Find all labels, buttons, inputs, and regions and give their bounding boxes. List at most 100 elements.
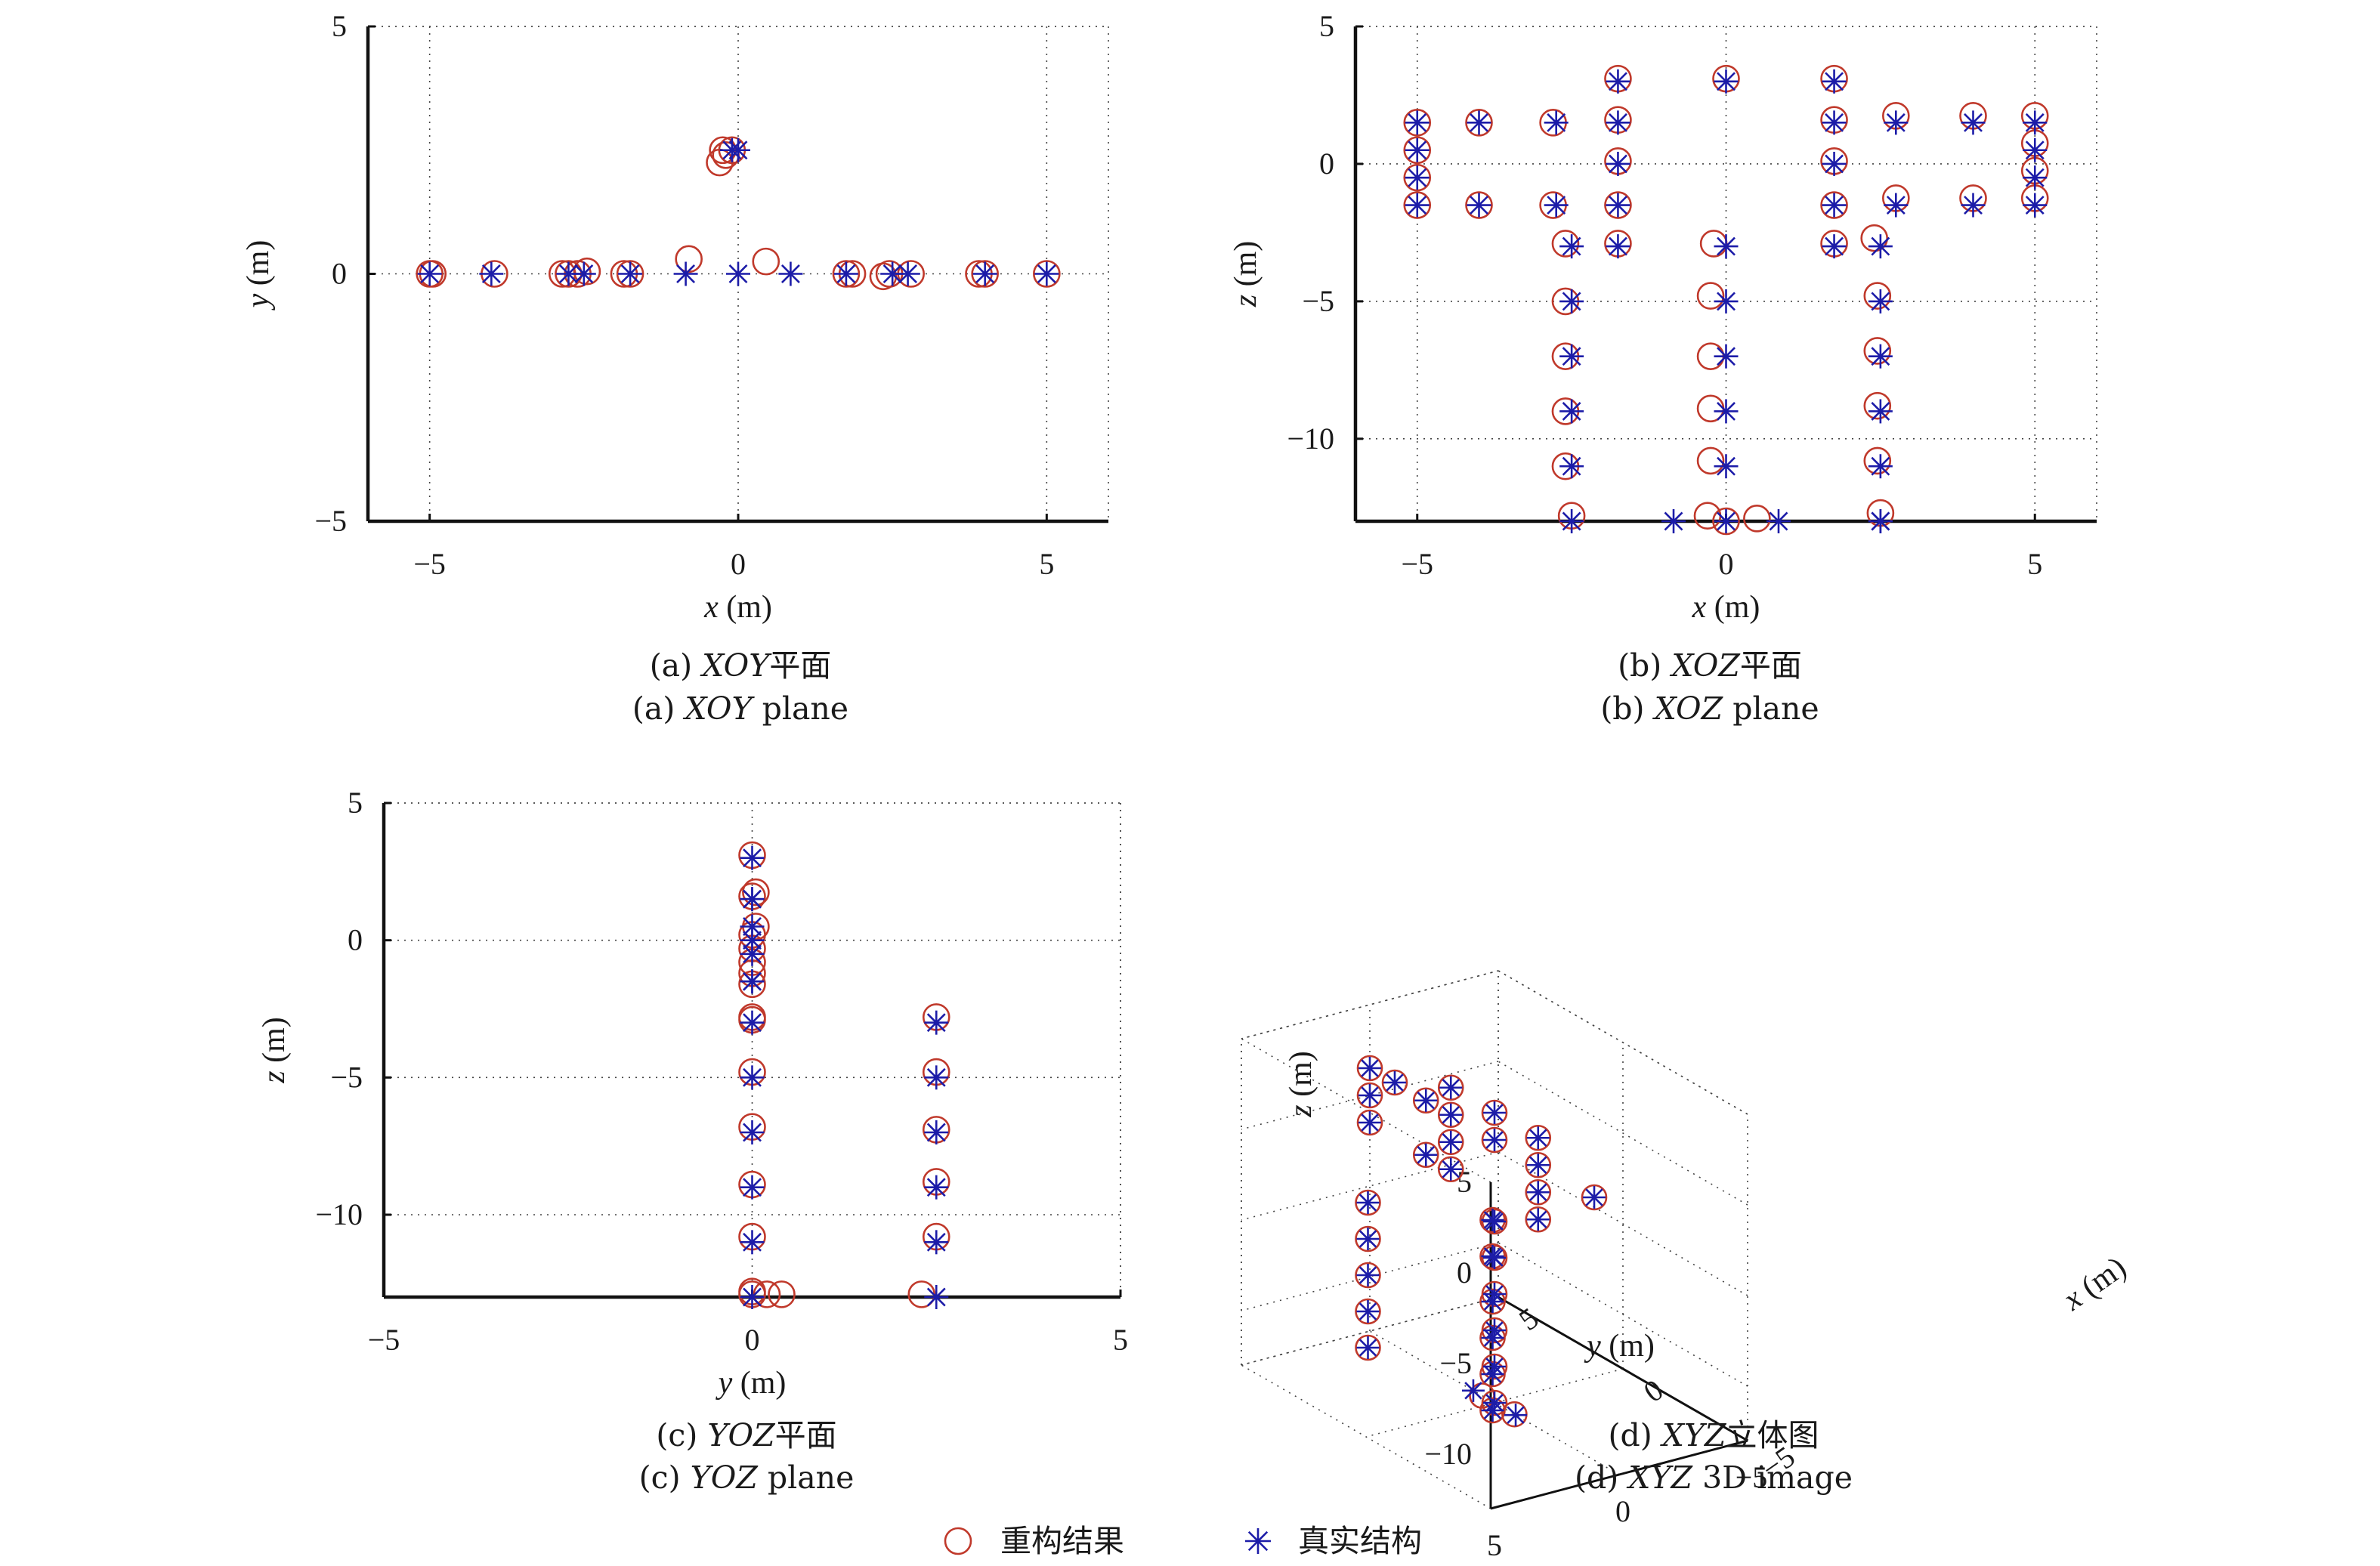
true-point (1822, 69, 1847, 94)
true-point (1483, 1210, 1506, 1233)
caption-b: (b) XOZ平面 (b) XOZ plane (1600, 647, 1819, 727)
true-point (1356, 1191, 1380, 1214)
reconstructed-point (1525, 1206, 1552, 1233)
x-tick-label: 5 (1039, 547, 1054, 581)
x-tick-label: 5 (1113, 1323, 1128, 1357)
true-point (571, 261, 596, 286)
true-point (895, 261, 920, 286)
reconstructed-point (1581, 1184, 1608, 1211)
true-point (1439, 1076, 1463, 1099)
legend-circle-marker (944, 1527, 972, 1555)
z-axis-label: z (m) (1284, 1051, 1318, 1118)
reconstructed-point (1693, 502, 1722, 530)
true-point (1559, 509, 1584, 533)
true-point (1822, 151, 1847, 176)
true-point (740, 1285, 765, 1309)
caption-d-en: (d) XYZ 3D image (1575, 1459, 1853, 1496)
true-point (1868, 399, 1893, 424)
true-point (1714, 289, 1739, 314)
true-point (1868, 289, 1893, 314)
caption-a-en: (a) XOY plane (632, 690, 848, 727)
true-point (1714, 454, 1739, 479)
true-point (740, 969, 765, 994)
true-point (1714, 344, 1739, 369)
reconstructed-point (1712, 507, 1740, 536)
box-edge (1498, 970, 1748, 1115)
true-point (1714, 399, 1739, 424)
y-tick-label: −5 (314, 504, 347, 538)
reconstructed-point (1481, 1099, 1508, 1126)
reconstructed-point (573, 257, 601, 286)
reconstructed-point (1481, 1353, 1508, 1380)
panel-a-xoy: −5 0 5 −5 0 5 x (m) y (m) (241, 9, 1109, 625)
reconstructed-point (1696, 282, 1725, 310)
reconstructed-point (1437, 1156, 1464, 1183)
reconstructed-point (1743, 505, 1771, 533)
true-point (1868, 344, 1893, 369)
y-tick-label: 0 (348, 923, 363, 957)
reconstructed-point (1481, 1208, 1508, 1235)
z-tick-label: −5 (1439, 1346, 1472, 1380)
reconstructed-point (1403, 191, 1432, 219)
y-axis (1490, 1439, 1748, 1510)
true-point (1526, 1181, 1550, 1204)
true-point (726, 261, 750, 286)
x-axis-label: x (m) (703, 590, 772, 625)
true-point (1483, 1319, 1506, 1342)
y-tick-label: 5 (348, 786, 363, 820)
z-tick-label: 0 (1457, 1256, 1472, 1290)
true-point (1606, 234, 1630, 259)
reconstructed-point (1412, 1141, 1439, 1169)
true-point (1526, 1208, 1550, 1231)
true-point (1822, 110, 1847, 135)
reconstructed-point (1481, 1317, 1508, 1344)
reconstructed-point (1356, 1055, 1383, 1082)
true-point (740, 1230, 765, 1255)
x-tick-label: 0 (1719, 547, 1734, 581)
true-point (1559, 399, 1584, 424)
caption-a-cn: (a) XOY平面 (650, 647, 832, 684)
true-point (1414, 1143, 1438, 1166)
true-point (924, 1065, 949, 1090)
y-axis-label: z (m) (1229, 241, 1263, 308)
legend-true-label: 真实结构 (1298, 1523, 1422, 1559)
true-point (1439, 1130, 1463, 1154)
true-point (1526, 1154, 1550, 1177)
true-point (1714, 509, 1739, 533)
y-tick-label: 0 (332, 257, 347, 291)
reconstructed-point (832, 260, 861, 288)
reconstructed-point (1381, 1069, 1408, 1096)
true-point (1526, 1126, 1550, 1150)
true-point (740, 1010, 765, 1035)
reconstructed-point (1604, 191, 1632, 219)
true-point (924, 1010, 949, 1035)
true-point (924, 1285, 949, 1309)
true-point (1405, 137, 1430, 162)
caption-c-en: (c) YOZ plane (639, 1459, 855, 1496)
true-point (2023, 193, 2048, 218)
true-point (1714, 234, 1739, 259)
true-point (1358, 1057, 1381, 1080)
true-point (1358, 1084, 1381, 1107)
grid-side-z (1498, 1151, 1748, 1296)
reconstructed-point (971, 260, 999, 288)
true-point (1461, 1379, 1485, 1402)
caption-c: (c) YOZ平面 (c) YOZ plane (639, 1417, 855, 1496)
true-point (1868, 234, 1893, 259)
caption-b-cn: (b) XOZ平面 (1618, 647, 1802, 684)
true-point (1822, 234, 1847, 259)
true-point (1483, 1246, 1506, 1269)
true-point (417, 261, 442, 286)
reconstructed-point (1863, 446, 1892, 475)
reconstructed-point (1863, 337, 1892, 365)
reconstructed-point (706, 148, 734, 177)
y-tick-label: 0 (1319, 147, 1334, 181)
reconstructed-point (1033, 260, 1061, 288)
y-axis-label: z (m) (257, 1017, 292, 1084)
true-point (1868, 454, 1893, 479)
true-point (1467, 110, 1491, 135)
reconstructed-point (1355, 1225, 1381, 1252)
true-point (740, 1175, 765, 1200)
true-point (1884, 110, 1909, 135)
true-point (1358, 1111, 1381, 1134)
